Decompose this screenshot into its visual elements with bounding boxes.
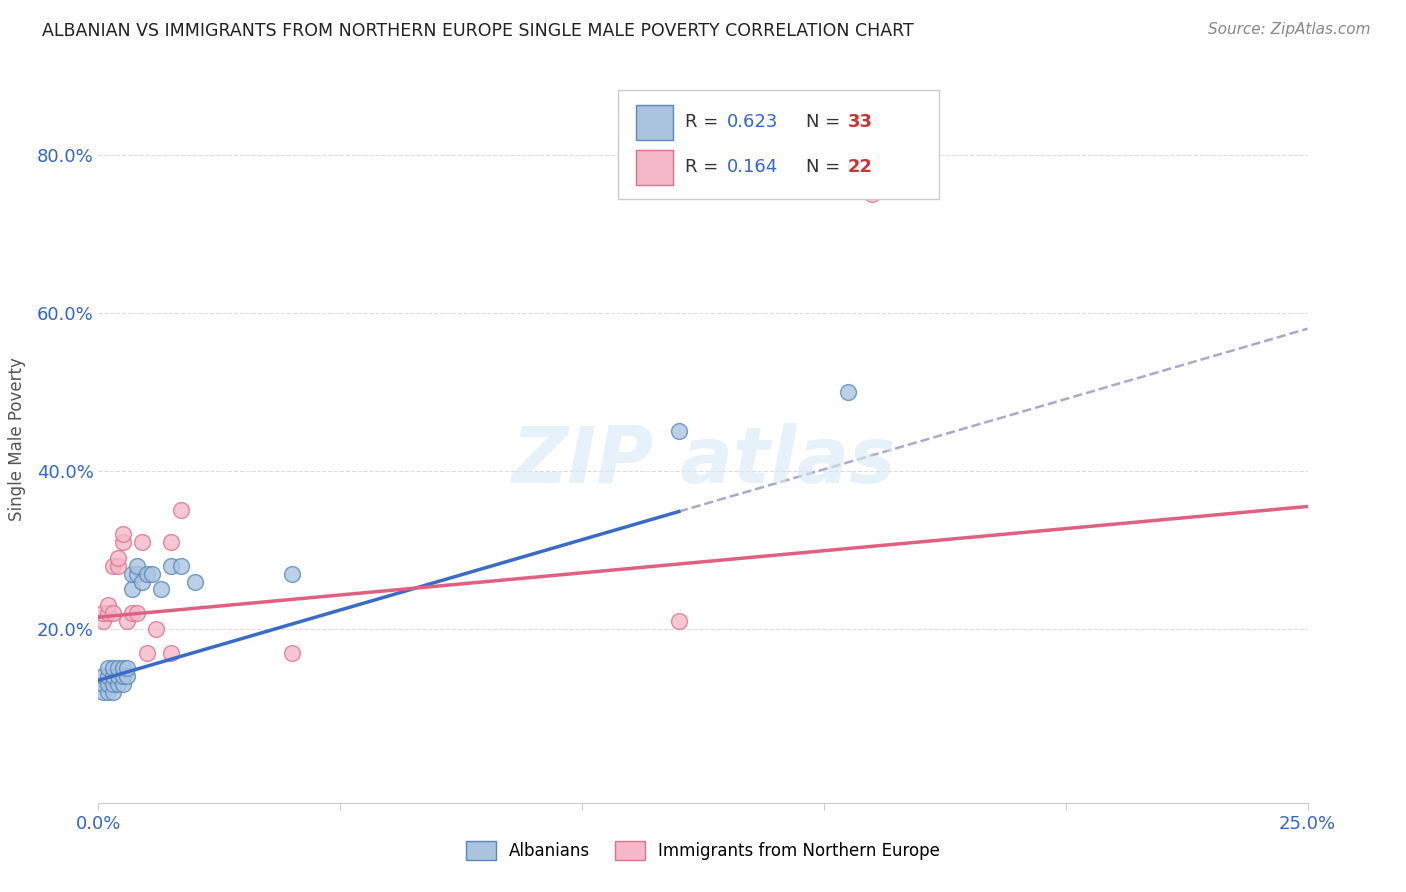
Point: [281, 646, 304, 660]
Point: [97, 685, 120, 699]
Point: [169, 558, 191, 573]
Point: [127, 558, 149, 573]
Text: 0.164: 0.164: [727, 158, 779, 177]
Point: [160, 535, 183, 549]
Text: 22: 22: [848, 158, 873, 177]
Point: [111, 535, 134, 549]
Text: 33: 33: [848, 113, 873, 131]
Point: [101, 685, 124, 699]
Point: [184, 574, 207, 589]
Point: [145, 622, 167, 636]
Text: R =: R =: [685, 158, 724, 177]
Point: [117, 661, 139, 675]
Text: N =: N =: [806, 158, 846, 177]
Point: [97, 661, 120, 675]
Point: [111, 669, 134, 683]
Point: [107, 677, 129, 691]
Legend: Albanians, Immigrants from Northern Europe: Albanians, Immigrants from Northern Euro…: [458, 835, 948, 867]
Point: [111, 661, 134, 675]
Point: [111, 527, 134, 541]
Point: [97, 599, 120, 613]
Point: [97, 677, 120, 691]
Point: [121, 606, 143, 620]
Point: [91, 685, 114, 699]
Point: [107, 550, 129, 565]
Text: R =: R =: [685, 113, 724, 131]
Text: 0.623: 0.623: [727, 113, 779, 131]
Point: [127, 566, 149, 581]
Point: [150, 582, 173, 597]
Point: [160, 646, 183, 660]
Point: [141, 566, 163, 581]
Point: [160, 558, 183, 573]
Point: [107, 558, 129, 573]
Point: [668, 614, 690, 628]
Point: [107, 669, 129, 683]
Point: [101, 661, 124, 675]
Point: [668, 425, 690, 439]
Bar: [637, 105, 672, 140]
Point: [169, 503, 191, 517]
Point: [281, 566, 304, 581]
Point: [91, 677, 114, 691]
Point: [860, 187, 883, 202]
Point: [101, 669, 124, 683]
Point: [101, 558, 124, 573]
Point: [127, 606, 149, 620]
Point: [97, 669, 120, 683]
Point: [107, 661, 129, 675]
Point: [101, 677, 124, 691]
Text: Source: ZipAtlas.com: Source: ZipAtlas.com: [1208, 22, 1371, 37]
Point: [111, 677, 134, 691]
Point: [91, 614, 114, 628]
Point: [135, 646, 157, 660]
Text: N =: N =: [806, 113, 846, 131]
Point: [101, 606, 124, 620]
Point: [91, 669, 114, 683]
Point: [117, 614, 139, 628]
Point: [837, 384, 859, 399]
Point: [117, 669, 139, 683]
Bar: [637, 150, 672, 185]
Text: ZIP atlas: ZIP atlas: [510, 423, 896, 500]
Point: [97, 606, 120, 620]
Y-axis label: Single Male Poverty: Single Male Poverty: [7, 358, 25, 521]
Point: [91, 606, 114, 620]
Point: [131, 574, 153, 589]
Text: ALBANIAN VS IMMIGRANTS FROM NORTHERN EUROPE SINGLE MALE POVERTY CORRELATION CHAR: ALBANIAN VS IMMIGRANTS FROM NORTHERN EUR…: [42, 22, 914, 40]
Point: [121, 566, 143, 581]
FancyBboxPatch shape: [619, 90, 939, 200]
Point: [135, 566, 157, 581]
Point: [121, 582, 143, 597]
Point: [131, 535, 153, 549]
